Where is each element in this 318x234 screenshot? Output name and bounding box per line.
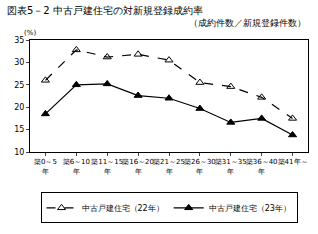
- svg-text:35: 35: [14, 36, 24, 45]
- svg-text:築11～15年: 築11～15年: [91, 158, 123, 175]
- svg-text:中古戸建住宅（22年）: 中古戸建住宅（22年）: [82, 204, 164, 213]
- svg-text:築6～10年: 築6～10年: [63, 158, 90, 175]
- svg-text:築16～20年: 築16～20年: [122, 158, 154, 175]
- svg-text:築31～35年: 築31～35年: [215, 158, 247, 175]
- svg-text:中古戸建住宅（23年）: 中古戸建住宅（23年）: [209, 204, 291, 213]
- svg-text:図表5－2 中古戸建住宅の対新規登録成約率: 図表5－2 中古戸建住宅の対新規登録成約率: [7, 5, 203, 16]
- svg-text:築26～30年: 築26～30年: [184, 158, 216, 175]
- svg-text:（成約件数／新規登録件数）: （成約件数／新規登録件数）: [189, 18, 306, 28]
- svg-text:築0～5年: 築0～5年: [34, 158, 57, 175]
- svg-text:25: 25: [14, 81, 24, 90]
- svg-text:築21～25年: 築21～25年: [153, 158, 185, 175]
- svg-text:築36～40年: 築36～40年: [246, 158, 278, 175]
- svg-text:(%): (%): [24, 29, 36, 37]
- svg-text:20: 20: [14, 103, 24, 112]
- svg-text:15: 15: [14, 125, 24, 134]
- svg-text:10: 10: [14, 148, 24, 157]
- svg-text:30: 30: [14, 58, 24, 67]
- svg-text:築41年～: 築41年～: [278, 158, 308, 166]
